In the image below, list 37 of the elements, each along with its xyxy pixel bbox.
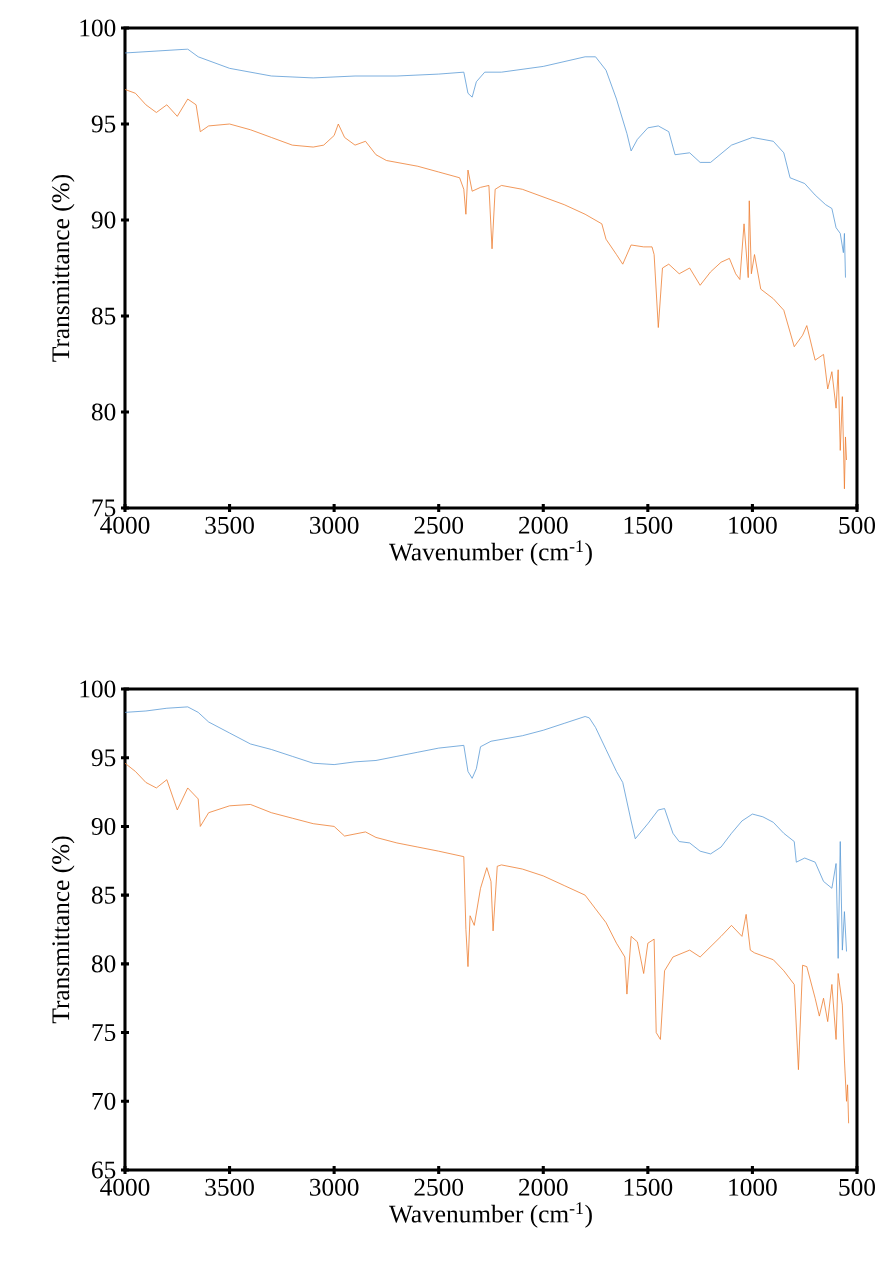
- y-tick-label: 85: [91, 886, 116, 904]
- x-tick-label: 3500: [205, 516, 254, 534]
- y-axis-title: Transmittance (%): [51, 174, 75, 362]
- y-tick-label: 100: [80, 19, 116, 37]
- y-tick-label: 75: [92, 1024, 116, 1041]
- x-tick-label: 2000: [519, 516, 568, 534]
- x-tick-label: 1000: [729, 516, 777, 534]
- y-tick-label: 95: [91, 749, 116, 767]
- line-series: [124, 48, 846, 279]
- y-tick-label: 95: [91, 115, 116, 133]
- x-tick-label: 500: [839, 1178, 876, 1196]
- y-tick-label: 100: [80, 680, 116, 698]
- x-tick-label: 2500: [414, 516, 464, 534]
- y-tick-label: 80: [91, 955, 116, 973]
- y-tick-label: 75: [92, 499, 116, 517]
- x-tick-label: 3000: [310, 516, 359, 534]
- x-axis-title: Wavenumber (cm$^{-1}$): [389, 540, 592, 566]
- x-tick-label: 500: [839, 516, 876, 534]
- x-tick-label: 2500: [414, 1178, 464, 1196]
- y-axis-title: Transmittance (%): [51, 836, 75, 1024]
- y-tick-label: 80: [91, 403, 116, 421]
- line-series: [124, 706, 847, 959]
- y-tick-label: 65: [92, 1161, 116, 1179]
- line-series: [124, 762, 850, 1124]
- x-tick-label: 3500: [205, 1178, 254, 1196]
- x-tick-label: 1000: [729, 1178, 777, 1196]
- x-tick-label: 2000: [519, 1178, 568, 1196]
- x-tick-label: 4000: [100, 516, 150, 534]
- y-tick-label: 90: [91, 817, 116, 835]
- y-tick-label: 85: [91, 307, 116, 325]
- x-tick-label: 1500: [624, 1178, 673, 1196]
- y-tick-label: 70: [92, 1092, 116, 1110]
- x-tick-label: 1500: [624, 516, 673, 534]
- x-axis-title: Wavenumber (cm$^{-1}$): [389, 1202, 592, 1228]
- x-tick-label: 3000: [310, 1178, 359, 1196]
- y-tick-label: 90: [91, 211, 116, 229]
- x-tick-label: 4000: [100, 1178, 150, 1196]
